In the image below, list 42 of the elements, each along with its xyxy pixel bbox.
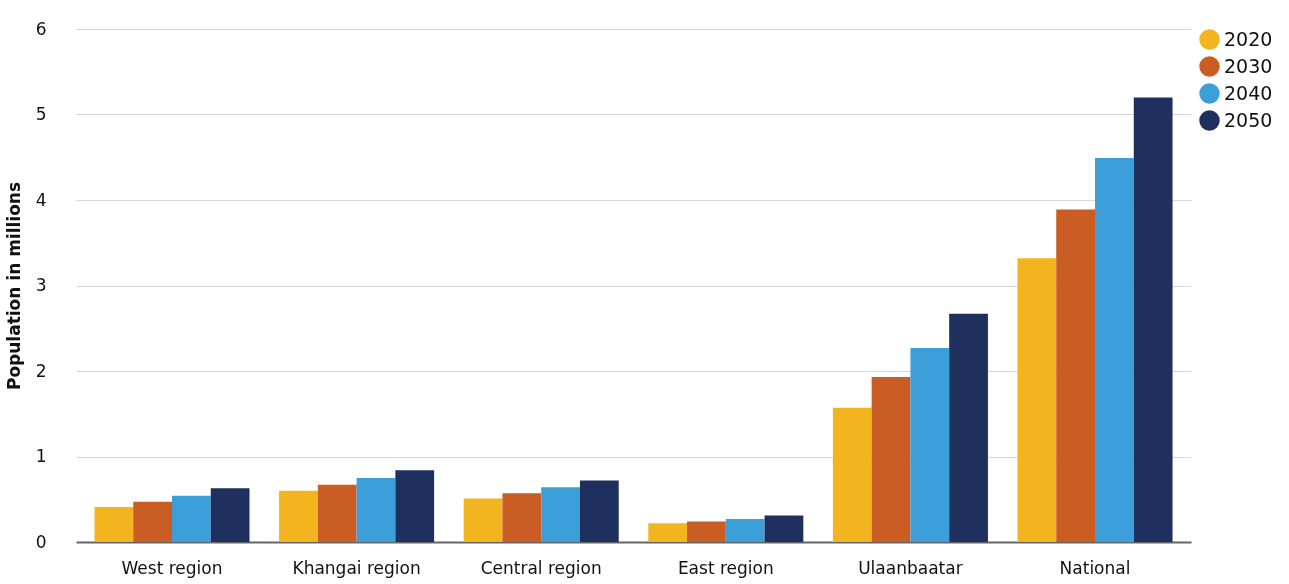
legend-label: 2020	[1224, 27, 1273, 50]
y-tick-label: 1	[35, 446, 47, 466]
bar	[317, 484, 357, 542]
bar	[871, 376, 911, 542]
bar	[1017, 258, 1057, 542]
bar	[395, 470, 435, 542]
bar	[687, 521, 726, 542]
x-tick-label: Khangai region	[292, 557, 421, 578]
bar	[1095, 158, 1134, 542]
y-tick-label: 2	[35, 360, 47, 381]
bar	[94, 506, 134, 542]
bar	[502, 493, 542, 542]
bar	[1133, 97, 1173, 542]
bar	[832, 407, 872, 542]
y-tick-label: 5	[35, 104, 47, 124]
x-tick-label: Central region	[480, 557, 602, 578]
bar	[171, 495, 211, 542]
x-tick-label: East region	[677, 557, 774, 578]
y-tick-label: 3	[35, 275, 47, 295]
bar	[210, 488, 250, 542]
bar	[579, 480, 619, 542]
legend-label: 2030	[1224, 54, 1273, 77]
bar	[949, 313, 988, 542]
bar	[133, 501, 172, 542]
y-axis-title: Population in millions	[3, 181, 24, 391]
x-tick-label: West region	[121, 557, 223, 578]
bar	[463, 498, 503, 542]
legend-label: 2050	[1224, 108, 1273, 131]
bar	[648, 523, 688, 542]
bar	[541, 487, 580, 542]
y-tick-label: 4	[35, 189, 47, 210]
bar	[910, 347, 950, 542]
bar	[279, 490, 318, 542]
x-tick-label: National	[1059, 557, 1131, 578]
y-tick-label: 6	[35, 18, 47, 39]
x-tick-label: Ulaanbaatar	[858, 557, 963, 578]
legend-label: 2040	[1224, 81, 1273, 104]
bar	[356, 477, 396, 542]
bar	[1056, 209, 1096, 542]
bar	[725, 518, 765, 542]
bar	[764, 515, 804, 542]
y-tick-label: 0	[35, 531, 47, 552]
